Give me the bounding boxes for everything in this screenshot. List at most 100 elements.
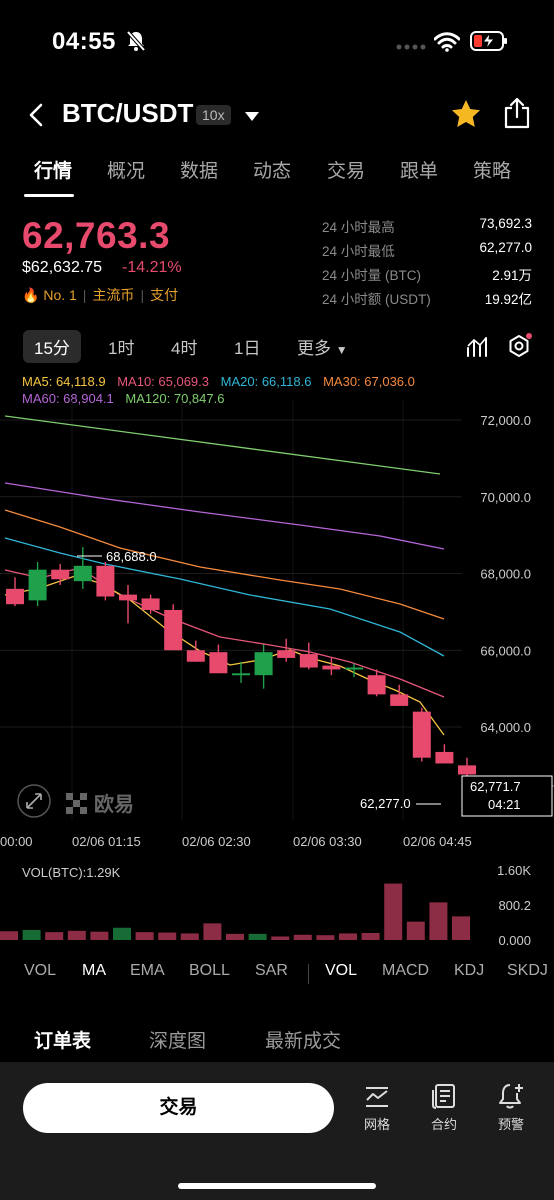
indicator-selector: VOL MA EMA BOLL SAR VOL MACD KDJ SKDJ [0, 962, 554, 986]
footer-bar: 交易 网格 合约 预警 [0, 1062, 554, 1200]
contract-button[interactable]: 合约 [419, 1082, 469, 1133]
volume-bar [339, 933, 357, 940]
volume-bar [452, 916, 470, 940]
volume-bar [113, 927, 131, 940]
interval-15m[interactable]: 15分 [23, 330, 81, 363]
candle-body [390, 694, 409, 706]
indicator-kdj[interactable]: KDJ [454, 962, 485, 979]
tab-overview[interactable]: 概况 [107, 161, 146, 182]
x-tick-4: 02/06 04:45 [403, 834, 472, 849]
candle-body [6, 588, 24, 605]
ma20-line [4, 537, 445, 657]
contract-icon [432, 1084, 455, 1109]
battery-charging-icon [470, 31, 507, 51]
y-tick-label: 64,000.0 [480, 720, 531, 735]
tab-market[interactable]: 行情 [34, 161, 73, 182]
volume-tick-label: 1.60K [497, 863, 531, 878]
ma30-line [4, 509, 445, 620]
ma-legend-row2: MA60: 68,904.1 MA120: 70,847.6 [22, 391, 232, 406]
tab-strategy[interactable]: 策略 [473, 161, 512, 182]
candle-body [345, 667, 363, 670]
candle-body [96, 565, 115, 597]
bell-muted-icon [126, 30, 146, 52]
indicator-ma[interactable]: MA [82, 962, 106, 979]
category-tag[interactable]: 主流币 [92, 287, 135, 303]
ma5-label: MA5: 64,118.9 [22, 374, 106, 389]
indicator-sar[interactable]: SAR [255, 962, 288, 979]
tab-trade[interactable]: 交易 [327, 161, 366, 182]
candle-body [119, 594, 137, 601]
indicator-vol-sub[interactable]: VOL [325, 962, 358, 979]
stat-value-high: 73,692.3 [479, 216, 532, 231]
tab-depth-chart[interactable]: 深度图 [149, 1031, 207, 1052]
home-indicator [178, 1183, 376, 1189]
candle-body [73, 565, 92, 582]
volume-bar [361, 933, 380, 940]
ma120-line [4, 415, 441, 475]
tab-latest-trades[interactable]: 最新成交 [265, 1031, 342, 1052]
share-icon[interactable] [503, 97, 531, 129]
signal-dots-icon [396, 44, 426, 50]
candle-body [367, 675, 386, 695]
tab-order-book[interactable]: 订单表 [34, 1031, 92, 1052]
indicator-divider [308, 964, 309, 984]
ma60-line [4, 482, 445, 550]
x-tick-0: 00:00 [0, 834, 33, 849]
star-icon[interactable] [450, 98, 482, 130]
current-price-label: 62,771.7 [470, 779, 521, 794]
indicator-macd[interactable]: MACD [382, 962, 430, 979]
candlestick-chart[interactable]: 72,000.0 70,000.0 68,000.0 66,000.0 64,000.0… [0, 400, 554, 820]
volume-bar [226, 933, 244, 940]
candle-body [164, 609, 183, 651]
back-icon[interactable] [22, 100, 52, 130]
chevron-down-icon[interactable] [244, 110, 260, 122]
ma20-label: MA20: 66,118.6 [220, 374, 312, 389]
interval-1h[interactable]: 1时 [108, 339, 135, 358]
volume-label: VOL(BTC):1.29K [22, 865, 121, 880]
interval-1d[interactable]: 1日 [234, 339, 261, 358]
tab-data[interactable]: 数据 [180, 161, 219, 182]
ma10-label: MA10: 65,069.3 [117, 374, 210, 389]
candle-body [277, 650, 296, 658]
candle-body [435, 751, 454, 764]
indicator-vol-main[interactable]: VOL [24, 962, 57, 979]
pair-title[interactable]: BTC/USDT [62, 98, 194, 128]
volume-bar [271, 936, 290, 940]
tag-row: 🔥 No. 1 | 主流币 | 支付 [22, 287, 179, 303]
ma60-label: MA60: 68,904.1 [22, 391, 114, 406]
rank-tag[interactable]: No. 1 [43, 287, 77, 303]
gear-icon[interactable] [506, 333, 532, 359]
stat-label-vol: 24 小时量 (BTC) [322, 268, 422, 283]
grid-label: 网格 [363, 1117, 390, 1132]
tab-underline [24, 194, 74, 197]
candle-body [412, 711, 431, 758]
interval-selector: 15分 1时 4时 1日 更多 ▼ [0, 330, 554, 363]
volume-tick-label: 0.000 [498, 933, 531, 948]
payment-tag[interactable]: 支付 [150, 287, 179, 303]
indicator-icon[interactable] [466, 336, 488, 358]
indicator-boll[interactable]: BOLL [189, 962, 230, 979]
interval-more[interactable]: 更多 ▼ [297, 339, 348, 358]
x-tick-3: 02/06 03:30 [293, 834, 362, 849]
volume-chart[interactable]: 1.60K 800.2 0.000 [0, 860, 554, 952]
contract-label: 合约 [430, 1117, 457, 1132]
last-price: 62,763.3 [22, 215, 171, 256]
tab-news[interactable]: 动态 [253, 161, 292, 182]
volume-bar [316, 935, 335, 940]
interval-4h[interactable]: 4时 [171, 339, 198, 358]
stat-label-high: 24 小时最高 [322, 220, 395, 235]
candle-body [209, 652, 228, 674]
tab-copytrade[interactable]: 跟单 [400, 161, 439, 182]
grid-trading-icon [366, 1087, 388, 1107]
alert-button[interactable]: 预警 [486, 1082, 536, 1133]
wifi-icon [434, 32, 460, 52]
watermark: 欧易 [17, 784, 134, 818]
grid-button[interactable]: 网格 [352, 1082, 402, 1133]
indicator-ema[interactable]: EMA [130, 962, 165, 979]
indicator-skdj[interactable]: SKDJ [507, 962, 548, 979]
volume-bar [45, 932, 64, 940]
volume-bar [158, 932, 177, 940]
trade-button[interactable]: 交易 [23, 1083, 334, 1133]
y-tick-label: 70,000.0 [480, 490, 531, 505]
stat-value-vol: 2.91万 [492, 268, 532, 283]
